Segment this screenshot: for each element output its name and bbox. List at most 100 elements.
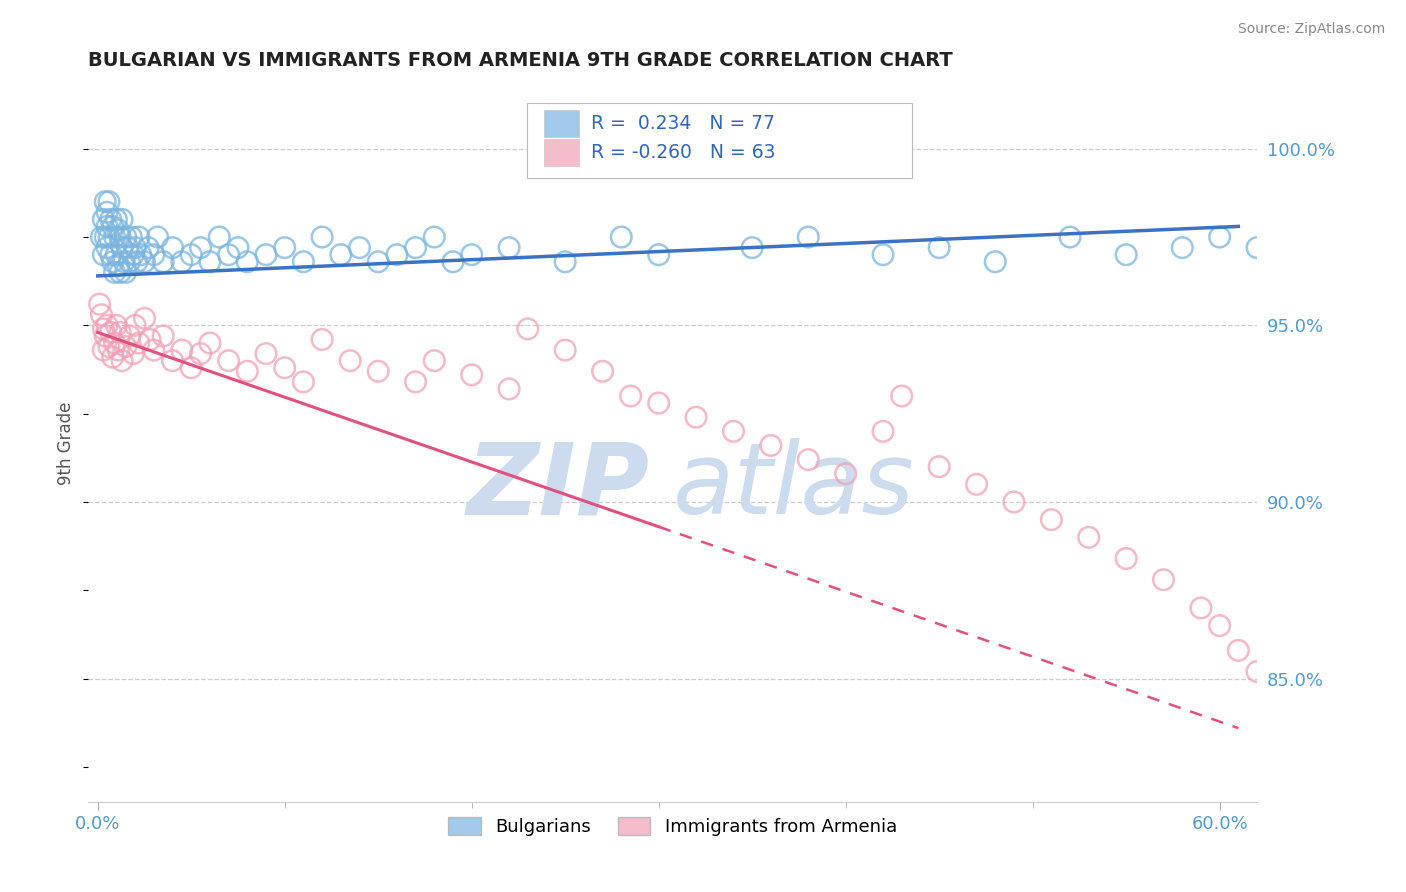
- Point: [162, 353, 184, 368]
- Point: [117, 241, 139, 255]
- Point: [1227, 643, 1250, 657]
- Point: [129, 248, 152, 262]
- Point: [1002, 495, 1025, 509]
- Point: [190, 241, 212, 255]
- Legend: Bulgarians, Immigrants from Armenia: Bulgarians, Immigrants from Armenia: [441, 810, 904, 844]
- Point: [111, 241, 134, 255]
- Point: [128, 336, 150, 351]
- Point: [101, 350, 124, 364]
- Point: [254, 346, 277, 360]
- Point: [124, 241, 146, 255]
- Point: [292, 375, 315, 389]
- Point: [120, 230, 142, 244]
- Point: [100, 212, 122, 227]
- Point: [198, 254, 221, 268]
- Point: [107, 258, 129, 272]
- Point: [226, 241, 249, 255]
- Point: [385, 248, 408, 262]
- Point: [122, 346, 145, 360]
- Point: [218, 353, 240, 368]
- Point: [1115, 551, 1137, 566]
- Point: [139, 333, 162, 347]
- Point: [647, 396, 669, 410]
- Point: [97, 230, 120, 244]
- Point: [96, 241, 118, 255]
- Point: [94, 329, 117, 343]
- Point: [118, 254, 141, 268]
- Point: [516, 322, 538, 336]
- Point: [162, 241, 184, 255]
- Point: [103, 336, 125, 351]
- Point: [105, 318, 128, 333]
- Point: [170, 343, 193, 357]
- FancyBboxPatch shape: [544, 110, 579, 136]
- Point: [103, 265, 125, 279]
- Point: [111, 353, 134, 368]
- Point: [128, 230, 150, 244]
- Point: [339, 353, 361, 368]
- Point: [236, 254, 259, 268]
- Point: [96, 205, 118, 219]
- Text: Source: ZipAtlas.com: Source: ZipAtlas.com: [1237, 22, 1385, 37]
- Point: [620, 389, 643, 403]
- Point: [114, 340, 136, 354]
- Point: [367, 254, 389, 268]
- Point: [423, 353, 446, 368]
- Point: [1284, 142, 1306, 156]
- Point: [111, 212, 134, 227]
- Point: [610, 230, 633, 244]
- Point: [1208, 618, 1230, 632]
- Point: [872, 425, 894, 439]
- Point: [441, 254, 464, 268]
- Point: [254, 248, 277, 262]
- Point: [118, 329, 141, 343]
- Point: [112, 254, 135, 268]
- Point: [966, 477, 988, 491]
- Point: [152, 254, 174, 268]
- Point: [1059, 230, 1081, 244]
- Point: [101, 254, 124, 268]
- Point: [97, 340, 120, 354]
- Point: [1208, 230, 1230, 244]
- Point: [136, 241, 159, 255]
- Point: [114, 230, 136, 244]
- Point: [108, 230, 131, 244]
- Point: [273, 241, 295, 255]
- Point: [97, 194, 120, 209]
- Point: [797, 230, 820, 244]
- Point: [311, 230, 333, 244]
- Point: [554, 343, 576, 357]
- Point: [928, 241, 950, 255]
- Point: [101, 219, 124, 234]
- Point: [349, 241, 371, 255]
- Text: R = -0.260   N = 63: R = -0.260 N = 63: [591, 143, 775, 162]
- Point: [1153, 573, 1175, 587]
- Point: [928, 459, 950, 474]
- Y-axis label: 9th Grade: 9th Grade: [58, 402, 75, 485]
- Point: [190, 346, 212, 360]
- Point: [122, 248, 145, 262]
- Point: [1264, 230, 1286, 244]
- Point: [180, 248, 202, 262]
- Point: [90, 230, 112, 244]
- Text: BULGARIAN VS IMMIGRANTS FROM ARMENIA 9TH GRADE CORRELATION CHART: BULGARIAN VS IMMIGRANTS FROM ARMENIA 9TH…: [89, 51, 953, 70]
- Point: [90, 308, 112, 322]
- Point: [759, 438, 782, 452]
- Point: [460, 368, 482, 382]
- Point: [1171, 241, 1194, 255]
- Point: [91, 248, 114, 262]
- Point: [236, 364, 259, 378]
- Point: [685, 410, 707, 425]
- Point: [273, 360, 295, 375]
- Point: [108, 326, 131, 340]
- Point: [134, 311, 156, 326]
- Point: [96, 318, 118, 333]
- Point: [198, 336, 221, 351]
- Point: [592, 364, 614, 378]
- Point: [292, 254, 315, 268]
- Point: [94, 230, 117, 244]
- Point: [367, 364, 389, 378]
- Point: [152, 329, 174, 343]
- Point: [405, 375, 427, 389]
- Point: [142, 343, 165, 357]
